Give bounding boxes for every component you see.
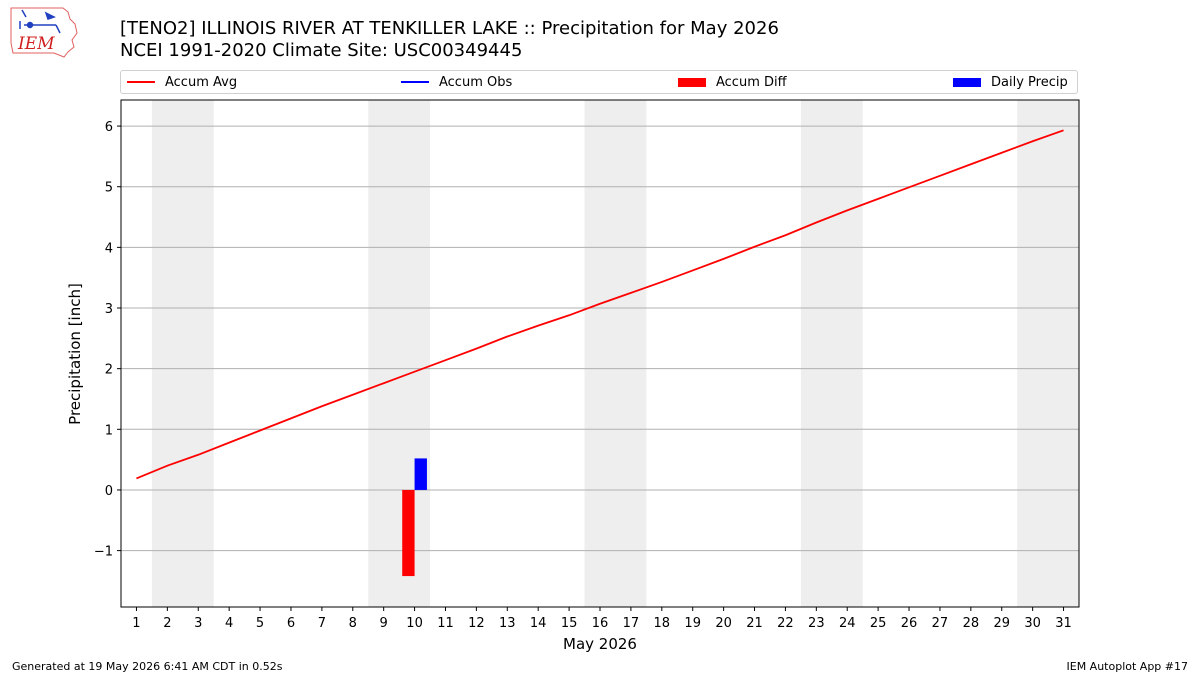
x-tick-label: 19 xyxy=(684,616,701,631)
accum-diff-bar xyxy=(402,489,415,577)
x-tick-label: 12 xyxy=(468,616,485,631)
y-tick-label: 3 xyxy=(105,302,113,317)
daily-precip-swatch xyxy=(953,77,981,87)
x-tick-label: 6 xyxy=(287,616,295,631)
x-tick-label: 8 xyxy=(349,616,357,631)
x-tick-label: 25 xyxy=(870,616,887,631)
y-tick-label: 4 xyxy=(105,241,113,256)
weather-symbols-icon xyxy=(19,9,61,34)
x-tick-label: 4 xyxy=(225,616,233,631)
x-tick-label: 20 xyxy=(715,616,732,631)
x-tick-label: 27 xyxy=(932,616,949,631)
x-tick-label: 18 xyxy=(654,616,671,631)
logo-text: IEM xyxy=(17,34,55,54)
y-tick-label: 5 xyxy=(105,181,113,196)
y-axis-ticks: −1 0 1 2 3 4 5 6 xyxy=(94,120,121,560)
iem-logo: IEM xyxy=(10,7,78,58)
y-tick-label: 2 xyxy=(105,363,113,378)
weekend-shading xyxy=(151,100,1079,607)
weekend-band xyxy=(368,100,431,607)
chart-subtitle: NCEI 1991-2020 Climate Site: USC00349445 xyxy=(120,40,523,61)
footer-app: IEM Autoplot App #17 xyxy=(1066,660,1189,673)
x-tick-label: 3 xyxy=(194,616,202,631)
weekend-band xyxy=(1017,100,1079,607)
x-tick-label: 29 xyxy=(993,616,1010,631)
weekend-band xyxy=(584,100,647,607)
x-tick-label: 10 xyxy=(406,616,423,631)
accum-avg-swatch xyxy=(127,81,155,83)
x-tick-label: 9 xyxy=(380,616,388,631)
x-tick-label: 31 xyxy=(1055,616,1072,631)
x-axis-ticks: 1 2 3 4 5 6 7 8 9 10 11 12 13 14 15 16 17 18 19 20 21 22 23 24 2… xyxy=(132,607,1072,631)
x-tick-label: 13 xyxy=(499,616,516,631)
x-tick-label: 22 xyxy=(777,616,794,631)
legend-label-accum-diff: Accum Diff xyxy=(716,74,787,90)
footer-generated: Generated at 19 May 2026 6:41 AM CDT in … xyxy=(12,660,283,673)
x-tick-label: 30 xyxy=(1024,616,1041,631)
x-tick-label: 24 xyxy=(839,616,856,631)
x-tick-label: 26 xyxy=(901,616,918,631)
x-tick-label: 14 xyxy=(530,616,547,631)
legend-item-accum-obs: Accum Obs xyxy=(401,71,512,93)
x-tick-label: 7 xyxy=(318,616,326,631)
x-tick-label: 16 xyxy=(592,616,609,631)
x-tick-label: 2 xyxy=(163,616,171,631)
accum-diff-swatch xyxy=(678,77,706,87)
x-tick-label: 28 xyxy=(963,616,980,631)
y-tick-label: 0 xyxy=(105,484,113,499)
legend-label-accum-avg: Accum Avg xyxy=(165,74,238,90)
y-tick-label: −1 xyxy=(94,545,113,560)
legend-item-accum-avg: Accum Avg xyxy=(127,71,237,93)
daily-precip-bar xyxy=(414,458,427,490)
legend-label-accum-obs: Accum Obs xyxy=(439,74,513,90)
accum-avg-line xyxy=(136,129,1064,480)
accum-obs-swatch xyxy=(401,81,429,83)
legend-item-daily-precip: Daily Precip xyxy=(953,71,1068,93)
legend-label-daily-precip: Daily Precip xyxy=(991,74,1068,90)
gridlines xyxy=(121,125,1079,552)
series-lines xyxy=(136,129,1064,480)
x-tick-label: 15 xyxy=(561,616,578,631)
weekend-band xyxy=(800,100,863,607)
y-tick-label: 1 xyxy=(105,423,113,438)
x-tick-label: 17 xyxy=(623,616,640,631)
x-tick-label: 11 xyxy=(437,616,454,631)
legend: Accum Avg Accum Obs Accum Diff Daily Pre… xyxy=(120,70,1078,94)
chart-title: [TENO2] ILLINOIS RIVER AT TENKILLER LAKE… xyxy=(120,18,779,39)
y-tick-label: 6 xyxy=(105,120,113,135)
x-tick-label: 1 xyxy=(132,616,140,631)
x-axis-label: May 2026 xyxy=(563,635,637,653)
bars xyxy=(402,458,427,577)
y-axis-label: Precipitation [inch] xyxy=(66,283,84,425)
x-tick-label: 23 xyxy=(808,616,825,631)
legend-item-accum-diff: Accum Diff xyxy=(678,71,787,93)
weekend-band xyxy=(151,100,214,607)
x-tick-label: 21 xyxy=(746,616,763,631)
x-tick-label: 5 xyxy=(256,616,264,631)
iowa-outline-icon xyxy=(10,7,78,58)
